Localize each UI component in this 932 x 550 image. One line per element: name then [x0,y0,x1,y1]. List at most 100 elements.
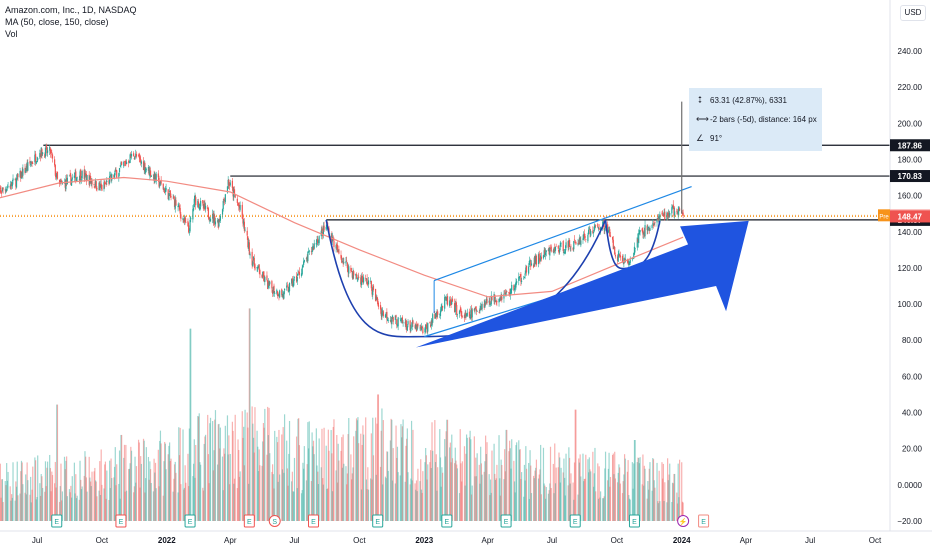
channel-upper-line[interactable] [433,186,692,282]
cup-curve[interactable] [325,219,607,338]
event-badges[interactable]: E E E E S E E E E E E ⚡ E [51,514,710,528]
volume-bar [466,437,468,521]
currency-button[interactable]: USD [900,5,926,21]
volume-bar [335,470,337,521]
volume-bar [109,487,111,521]
candle-body [573,239,576,241]
volume-bar [74,493,76,521]
earnings-badge[interactable] [243,514,255,528]
volume-bar [643,485,645,521]
candle-body [485,302,487,304]
earnings-badge[interactable] [569,514,581,528]
volume-bar [580,476,582,521]
volume-bar [209,423,211,521]
volume-bar [494,479,497,521]
pattern-drawings[interactable] [325,101,749,348]
earnings-badge[interactable] [184,514,196,528]
volume-bar [80,479,82,521]
volume-bar [432,450,434,521]
earnings-badge[interactable] [115,514,127,528]
symbol-title[interactable]: Amazon.com, Inc., 1D, NASDAQ [5,5,137,15]
volume-bar [488,474,490,521]
candle-body [624,258,626,262]
volume-bar [602,498,604,521]
earnings-badge[interactable] [441,514,453,528]
volume-bar [565,453,567,521]
time-axis[interactable]: Jul Oct 2022 Apr Jul Oct 2023 Apr Jul Oct 2024 Apr J… [0,530,932,545]
volume-bar [233,478,236,521]
earnings-badge[interactable] [51,514,63,528]
candle-body [381,312,383,318]
volume-bar [612,453,614,521]
volume-bar [537,478,540,521]
volume-bar [99,461,101,521]
candle-body [148,168,150,176]
volume-bar [459,429,461,521]
candle-body [173,196,175,200]
candle-body [609,229,611,237]
volume-bar [372,417,374,521]
volume-bar [636,462,638,521]
volume-bar [535,459,538,521]
candle-body [555,246,557,247]
volume-bar [529,450,531,521]
pre-market-badge-bg [878,209,890,222]
candle-body [652,223,655,226]
candle-body [228,179,230,186]
candle-body [46,150,49,153]
candle-body [659,214,661,222]
volume-bar [308,421,310,521]
volume-bar [202,490,205,521]
candle-body [185,222,187,223]
volume-bar [494,473,496,521]
volume-bar [90,486,92,521]
candle-body [656,219,658,223]
volume-bar [518,449,521,521]
volume-bar [489,479,492,521]
volume-bar [332,426,334,521]
earnings-badge[interactable] [372,514,384,528]
earnings-badge[interactable] [698,514,710,528]
candle-body [286,285,288,288]
candle-body [681,212,684,214]
candle-body [564,248,566,254]
volume-bar [100,449,102,521]
volume-indicator-label[interactable]: Vol [5,29,18,39]
volume-bar [530,465,532,521]
price-axis[interactable]: 240.00 220.00 200.00 180.00 160.00 140.00 120.… [878,0,930,531]
volume-bar [346,473,348,521]
candle-body [139,157,141,159]
moving-average [0,176,684,298]
upward-arrow-shape[interactable] [415,220,749,348]
volume-bar [347,434,349,521]
volume-bar [434,420,436,521]
earnings-badge[interactable] [308,514,320,528]
ma-indicator-label[interactable]: MA (50, close, 150, close) [5,17,109,27]
candle-body [120,162,122,166]
volume-bar [547,493,550,521]
candle-body [471,309,473,318]
event-badge-lightning[interactable] [677,515,690,527]
candle-body [278,294,280,297]
volume-bar [510,468,512,521]
volume-bar [189,328,191,521]
volume-bar [682,502,684,521]
volume-bar [523,496,525,521]
volume-bar [669,463,671,521]
volume-bar [662,463,664,521]
candle-body [302,265,304,268]
volume-bar [470,439,472,521]
volume-bar [496,464,498,521]
candle-body [351,271,353,273]
candle-body [51,153,53,155]
volume-bar [371,479,373,521]
badge-label: E [444,519,449,526]
candle-body [104,183,107,184]
earnings-badge[interactable] [500,514,512,528]
volume-bar [602,498,605,521]
candle-body [475,309,478,312]
split-badge[interactable] [268,515,281,527]
volume-bar [323,427,325,521]
earnings-badge[interactable] [628,514,640,528]
